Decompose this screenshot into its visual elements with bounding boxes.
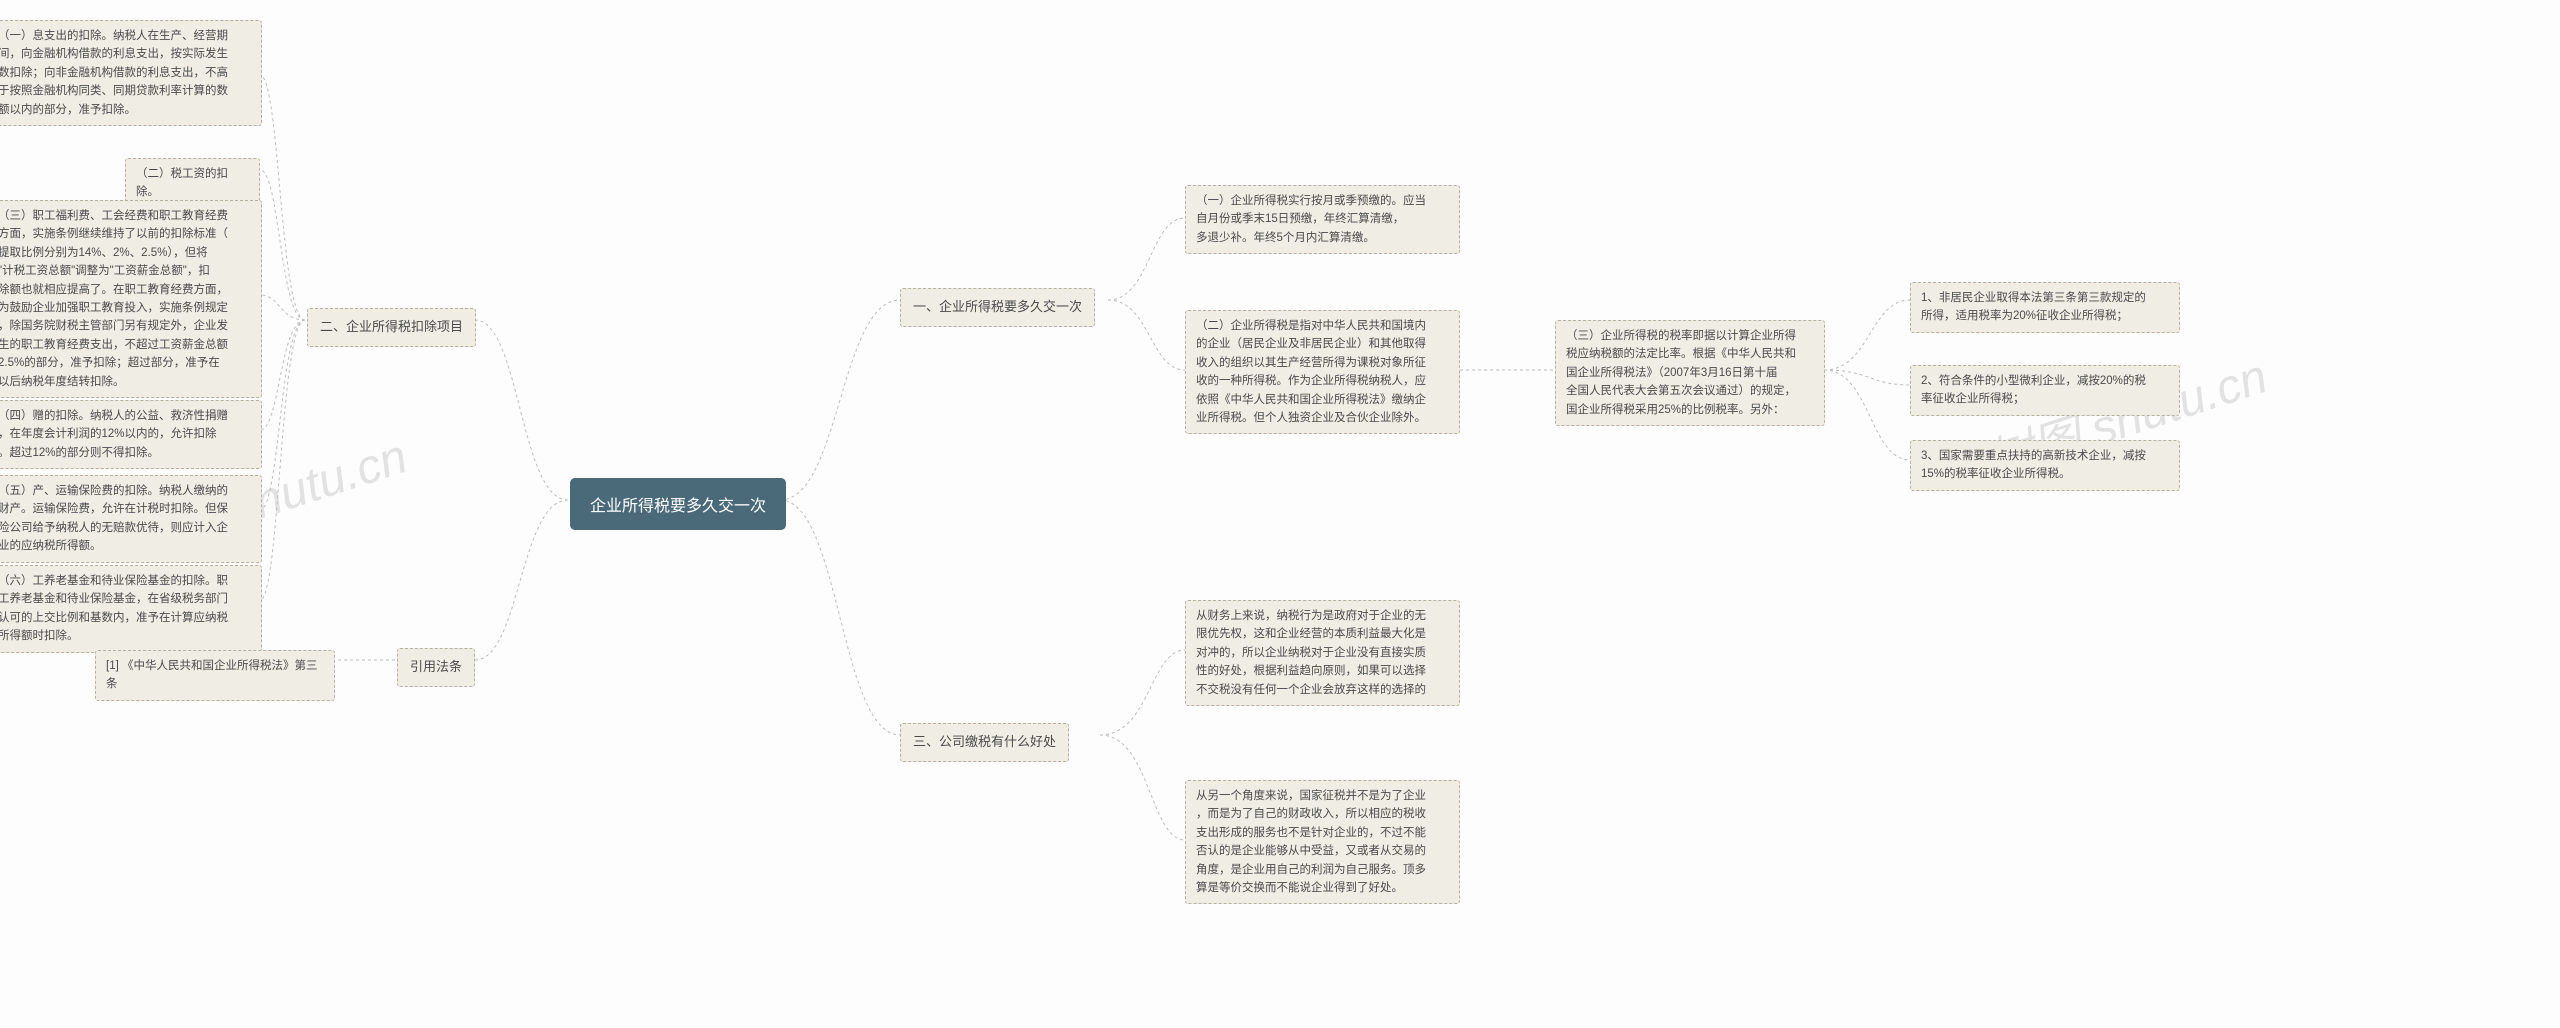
branch1-leaf3: （三）企业所得税的税率即据以计算企业所得 税应纳税额的法定比率。根据《中华人民共… [1555,320,1825,426]
branch2-leaf3: （三）职工福利费、工会经费和职工教育经费 方面，实施条例继续维持了以前的扣除标准… [0,200,262,398]
branch3-leaf2: 从另一个角度来说，国家征税并不是为了企业 ，而是为了自己的财政收入，所以相应的税… [1185,780,1460,904]
branch1-leaf3-1: 1、非居民企业取得本法第三条第三款规定的 所得，适用税率为20%征收企业所得税； [1910,282,2180,333]
branch1-leaf2: （二）企业所得税是指对中华人民共和国境内 的企业（居民企业及非居民企业）和其他取… [1185,310,1460,434]
branch3-leaf1: 从财务上来说，纳税行为是政府对于企业的无 限优先权，这和企业经营的本质利益最大化… [1185,600,1460,706]
branch1-leaf3-3: 3、国家需要重点扶持的高新技术企业，减按 15%的税率征收企业所得税。 [1910,440,2180,491]
branch1-leaf3-2: 2、符合条件的小型微利企业，减按20%的税 率征收企业所得税； [1910,365,2180,416]
branch4-leaf1: [1] 《中华人民共和国企业所得税法》第三条 [95,650,335,701]
branch-4: 引用法条 [397,648,475,687]
branch2-leaf4: （四）赠的扣除。纳税人的公益、救济性捐赠 ，在年度会计利润的12%以内的，允许扣… [0,400,262,469]
branch-2: 二、企业所得税扣除项目 [307,308,476,347]
branch-1: 一、企业所得税要多久交一次 [900,288,1095,327]
branch2-leaf1: （一）息支出的扣除。纳税人在生产、经营期 间，向金融机构借款的利息支出，按实际发… [0,20,262,126]
branch2-leaf5: （五）产、运输保险费的扣除。纳税人缴纳的 财产。运输保险费，允许在计税时扣除。但… [0,475,262,563]
branch2-leaf6: （六）工养老基金和待业保险基金的扣除。职 工养老基金和待业保险基金，在省级税务部… [0,565,262,653]
branch-3: 三、公司缴税有什么好处 [900,723,1069,762]
center-node: 企业所得税要多久交一次 [570,478,786,530]
branch1-leaf1: （一）企业所得税实行按月或季预缴的。应当 自月份或季末15日预缴，年终汇算清缴，… [1185,185,1460,254]
